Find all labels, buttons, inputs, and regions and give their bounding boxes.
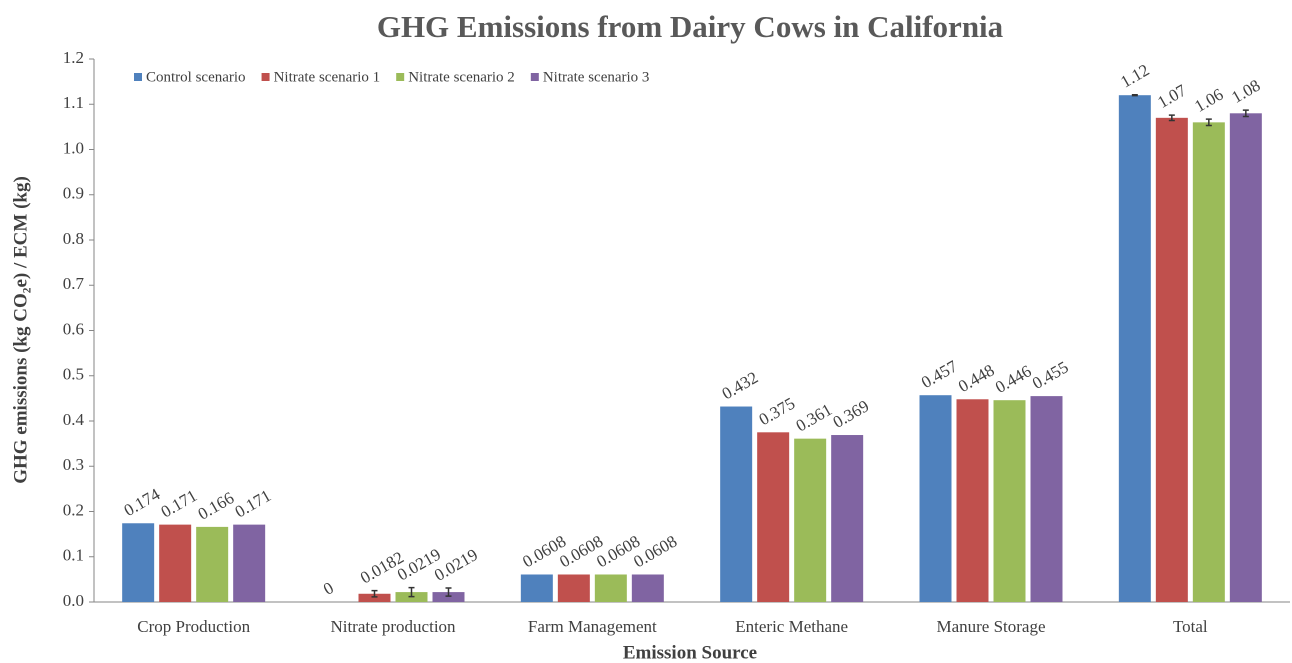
legend-label: Nitrate scenario 3 <box>543 69 650 85</box>
data-label: 1.08 <box>1228 76 1263 107</box>
bar <box>520 574 553 602</box>
data-label: 0.369 <box>830 396 873 432</box>
y-tick-label: 1.1 <box>63 93 84 112</box>
legend-label: Nitrate scenario 2 <box>408 69 515 85</box>
x-tick-label: Total <box>1173 617 1208 636</box>
bar <box>956 399 989 602</box>
bar <box>831 435 864 602</box>
y-tick-label: 0.9 <box>63 184 84 203</box>
bar <box>196 526 229 602</box>
error-bar <box>445 587 452 597</box>
x-tick-label: Crop Production <box>137 617 250 636</box>
data-label: 0.171 <box>158 486 201 522</box>
y-tick-label: 0.6 <box>63 319 84 338</box>
bar <box>159 524 192 602</box>
y-tick-label: 0.7 <box>63 274 85 293</box>
y-tick-label: 0.3 <box>63 455 84 474</box>
bar <box>122 523 155 602</box>
data-label: 0.432 <box>719 368 762 404</box>
legend-swatch <box>134 73 142 81</box>
legend-swatch <box>530 73 539 81</box>
bar <box>557 574 590 602</box>
y-tick-label: 0.1 <box>63 546 84 565</box>
error-bar <box>1205 118 1212 127</box>
x-tick-label: Nitrate production <box>330 617 456 636</box>
bar <box>919 395 952 602</box>
bar <box>1192 122 1225 602</box>
bar <box>794 438 827 602</box>
bar <box>1030 396 1063 602</box>
error-bar <box>371 589 378 598</box>
x-tick-label: Farm Management <box>528 617 657 636</box>
data-label: 0.361 <box>793 400 836 436</box>
error-bar <box>1242 109 1249 118</box>
bar <box>631 574 664 602</box>
data-label: 0.455 <box>1029 357 1072 393</box>
bar <box>1155 117 1188 602</box>
data-label: 0.375 <box>756 394 799 430</box>
bar <box>1229 113 1262 603</box>
bar <box>757 432 790 602</box>
x-tick-label: Manure Storage <box>936 617 1045 636</box>
data-label: 0.457 <box>918 356 961 392</box>
y-tick-label: 0.2 <box>63 500 84 519</box>
y-tick-label: 0.8 <box>63 229 84 248</box>
data-label: 1.06 <box>1191 85 1226 116</box>
data-label: 0.166 <box>195 488 238 524</box>
legend-swatch <box>261 73 270 81</box>
data-label: 0.448 <box>955 361 998 397</box>
bar <box>720 406 753 602</box>
data-label: 0.0219 <box>431 545 481 585</box>
bar <box>358 593 391 602</box>
y-axis-label: GHG emissions (kg CO₂e) / ECM (kg) <box>10 176 31 484</box>
error-bar <box>1168 114 1175 122</box>
legend-label: Nitrate scenario 1 <box>274 69 381 85</box>
data-label: 1.12 <box>1117 60 1152 91</box>
error-bar <box>1131 93 1138 97</box>
data-label: 0.171 <box>232 486 275 522</box>
x-axis-label: Emission Source <box>623 642 757 663</box>
data-label: 0 <box>320 578 337 599</box>
y-tick-label: 0.0 <box>63 591 84 610</box>
data-label: 0.174 <box>121 484 164 520</box>
y-tick-label: 1.2 <box>63 48 84 67</box>
bar <box>594 574 627 602</box>
legend-label: Control scenario <box>146 69 246 85</box>
data-label: 0.0608 <box>630 532 680 572</box>
bar <box>1118 95 1151 602</box>
legend-swatch <box>396 73 405 81</box>
y-tick-label: 0.5 <box>63 365 84 384</box>
error-bar <box>408 586 415 598</box>
y-tick-label: 0.4 <box>63 410 85 429</box>
x-tick-label: Enteric Methane <box>735 617 848 636</box>
bar <box>233 524 266 602</box>
bar <box>993 400 1026 602</box>
bar <box>432 592 465 602</box>
data-label: 0.446 <box>992 361 1035 397</box>
data-label: 1.07 <box>1154 80 1190 112</box>
y-tick-label: 1.0 <box>63 138 84 157</box>
chart-title: GHG Emissions from Dairy Cows in Califor… <box>377 9 1004 44</box>
